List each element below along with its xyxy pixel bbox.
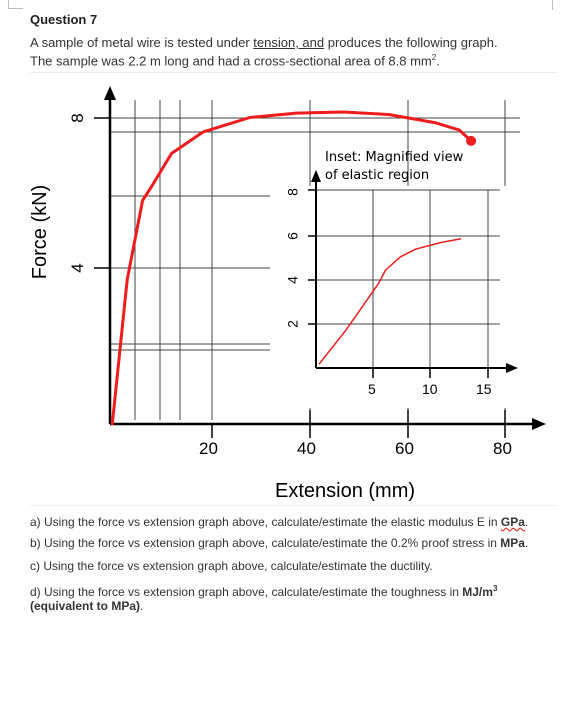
inset-x-arrow: [506, 363, 518, 373]
part-b: b) Using the force vs extension graph ab…: [30, 536, 550, 550]
inset-x-tick-label: 15: [476, 381, 492, 397]
part-b-unit: MPa: [500, 536, 525, 550]
inset-grid: [316, 189, 500, 368]
inset-x-tick-label: 10: [422, 381, 438, 397]
inset-y-tick-label: 2: [285, 320, 301, 328]
intro-underlined: tension, and: [253, 35, 325, 50]
part-d-unit-sup: 3: [492, 584, 498, 593]
part-a-text: a) Using the force vs extension graph ab…: [30, 515, 501, 529]
intro-text-4: .: [436, 53, 440, 69]
inset-x-tick-label: 5: [368, 381, 376, 397]
inset-background: [271, 186, 511, 408]
inset-elastic-curve: [318, 238, 462, 365]
inset-axes: [315, 180, 508, 369]
fracture-point-marker: [466, 135, 477, 146]
intro-text-3: The sample was 2.2 m long and had a cros…: [30, 53, 432, 69]
inset-y-arrow: [311, 170, 321, 182]
intro-text-1: A sample of metal wire is tested under: [30, 35, 254, 50]
part-c: c) Using the force vs extension graph ab…: [30, 559, 550, 573]
main-force-extension-curve: [110, 110, 473, 426]
question-intro: A sample of metal wire is tested under t…: [30, 35, 550, 68]
part-a: a) Using the force vs extension graph ab…: [30, 515, 550, 529]
part-d-unit: MJ/m3 (equivalent to MPa): [30, 584, 498, 613]
inset-y-tick-label: 4: [285, 276, 301, 284]
main-axes: [108, 98, 534, 426]
part-a-end: .: [524, 515, 529, 529]
intro-sup: 2: [431, 53, 437, 62]
x-axis-label: Extension (mm): [275, 480, 415, 502]
main-x-arrow: [532, 418, 546, 430]
part-d: d) Using the force vs extension graph ab…: [30, 582, 550, 613]
inset-ticks: [308, 189, 489, 378]
main-y-arrow: [104, 86, 116, 100]
main-y-tick-label: 4: [68, 263, 87, 272]
y-axis-label: Force (kN): [29, 185, 51, 279]
main-ticks: [94, 117, 506, 438]
main-grid: [110, 100, 520, 420]
part-a-unit: GPa: [500, 515, 525, 529]
part-d-text: d) Using the force vs extension graph ab…: [30, 585, 463, 599]
question-parts: a) Using the force vs extension graph ab…: [30, 515, 550, 613]
main-x-tick-label: 20: [199, 439, 218, 458]
inset-title-line1: Inset: Magnified view: [325, 150, 464, 165]
main-x-tick-label: 80: [493, 439, 512, 458]
main-x-tick-label: 40: [297, 439, 316, 458]
separator-mid: [30, 505, 556, 506]
part-b-text: b) Using the force vs extension graph ab…: [30, 536, 501, 550]
frame-corner-left: [8, 0, 23, 9]
inset-y-tick-label: 8: [285, 188, 301, 196]
part-c-text: c) Using the force vs extension graph ab…: [30, 559, 433, 573]
main-y-tick-label: 8: [68, 113, 87, 122]
intro-text-2: produces the following graph.: [324, 35, 498, 50]
separator-top: [30, 72, 556, 73]
main-x-tick-label: 60: [395, 439, 414, 458]
inset-title-line2: of elastic region: [325, 168, 429, 183]
part-b-end: .: [524, 536, 529, 550]
frame-corner-right: [552, 0, 553, 10]
part-d-end: .: [140, 599, 144, 613]
question-title: Question 7: [30, 12, 98, 27]
part-d-unit-text: MJ/m: [462, 585, 493, 599]
part-d-paren: (equivalent to MPa): [30, 599, 141, 613]
inset-y-tick-label: 6: [285, 232, 301, 240]
